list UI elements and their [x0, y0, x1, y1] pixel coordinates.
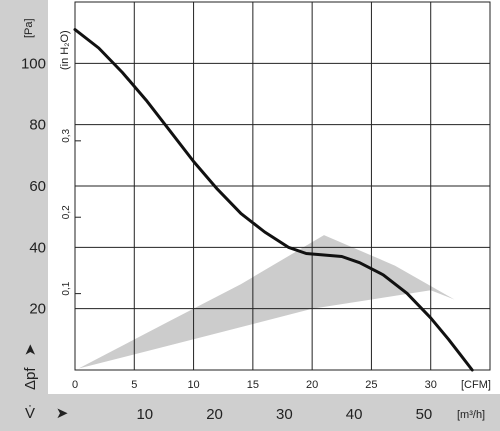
y-tick-label: 80 — [29, 117, 46, 134]
y-unit-label: [Pa] — [23, 18, 35, 38]
x-cfm-tick-label: 0 — [72, 379, 78, 391]
y-inch-tick-label: 0,1 — [61, 281, 72, 295]
left-axis-band — [0, 0, 48, 431]
operating-region-layer — [78, 235, 455, 369]
x-cfm-tick-label: 10 — [187, 379, 199, 391]
y-axis-symbol: Δpf — [22, 367, 39, 390]
y-tick-label: 100 — [21, 55, 46, 72]
pressure-arrow: ➤ — [22, 344, 39, 357]
x-cfm-tick-label: 25 — [365, 379, 377, 391]
x-m3h-tick-label: 50 — [416, 406, 433, 423]
bottom-axis-band — [0, 394, 500, 431]
x-cfm-tick-label: 5 — [131, 379, 137, 391]
y-tick-label: 40 — [29, 239, 46, 256]
x-m3h-unit-label: [m³/h] — [457, 409, 485, 421]
grid-layer — [74, 1, 491, 371]
x-m3h-tick-label: 10 — [136, 406, 153, 423]
x-m3h-tick-label: 30 — [276, 406, 293, 423]
fan-curve-line — [73, 28, 474, 372]
curve-layer — [73, 28, 474, 372]
y-inch-tick-label: 0,3 — [61, 128, 72, 142]
operating-region — [78, 235, 455, 369]
x-m3h-tick-label: 40 — [346, 406, 363, 423]
y-inch-unit-label: (in H₂O) — [59, 30, 71, 70]
x-cfm-tick-label: 30 — [425, 379, 437, 391]
x-axis-symbol: V̇ — [25, 405, 35, 422]
x-m3h-tick-label: 20 — [206, 406, 223, 423]
x-cfm-tick-label: 20 — [306, 379, 318, 391]
y-inch-tick-label: 0,2 — [61, 205, 72, 219]
x-cfm-tick-label: 15 — [247, 379, 259, 391]
y-tick-label: 60 — [29, 178, 46, 195]
label-layer: 20 40 60 80 100 0,1 0,2 0,3 0 5 10 15 20 25 30 10 20 30 40… — [21, 55, 437, 423]
x-cfm-unit-label: [CFM] — [461, 379, 491, 391]
flow-arrow: ➤ — [56, 405, 69, 422]
y-tick-label: 20 — [29, 301, 46, 318]
